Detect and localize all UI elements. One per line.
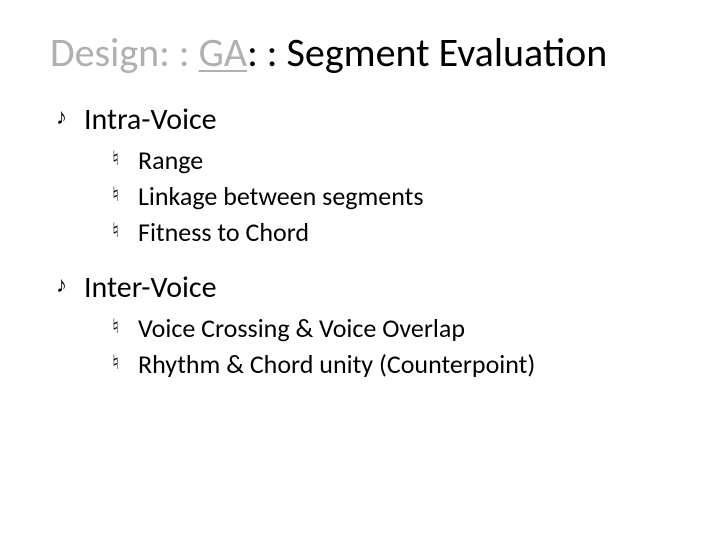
item-label: Rhythm & Chord unity (Counterpoint)	[138, 348, 535, 380]
outline-list: Intra-Voice Range Linkage between segmen…	[56, 101, 670, 382]
list-item: Fitness to Chord	[112, 216, 670, 250]
inter-voice-items: Voice Crossing & Voice Overlap Rhythm & …	[112, 312, 670, 382]
slide: Design: : GA: : Segment Evaluation Intra…	[0, 0, 720, 540]
section-intra-voice: Intra-Voice Range Linkage between segmen…	[56, 101, 670, 249]
item-label: Voice Crossing & Voice Overlap	[138, 312, 465, 344]
section-inter-voice: Inter-Voice Voice Crossing & Voice Overl…	[56, 269, 670, 382]
item-label: Linkage between segments	[138, 180, 424, 212]
list-item: Linkage between segments	[112, 180, 670, 214]
title-part-ga: GA	[199, 28, 247, 77]
list-item: Range	[112, 144, 670, 178]
section-heading: Inter-Voice	[84, 269, 217, 306]
section-heading: Intra-Voice	[84, 101, 217, 138]
item-label: Range	[138, 144, 203, 176]
intra-voice-items: Range Linkage between segments Fitness t…	[112, 144, 670, 249]
title-part-segment: : : Segment Evaluation	[247, 28, 607, 77]
list-item: Rhythm & Chord unity (Counterpoint)	[112, 348, 670, 382]
slide-title: Design: : GA: : Segment Evaluation	[50, 28, 670, 77]
item-label: Fitness to Chord	[138, 216, 309, 248]
title-part-design: Design: :	[50, 28, 199, 77]
list-item: Voice Crossing & Voice Overlap	[112, 312, 670, 346]
